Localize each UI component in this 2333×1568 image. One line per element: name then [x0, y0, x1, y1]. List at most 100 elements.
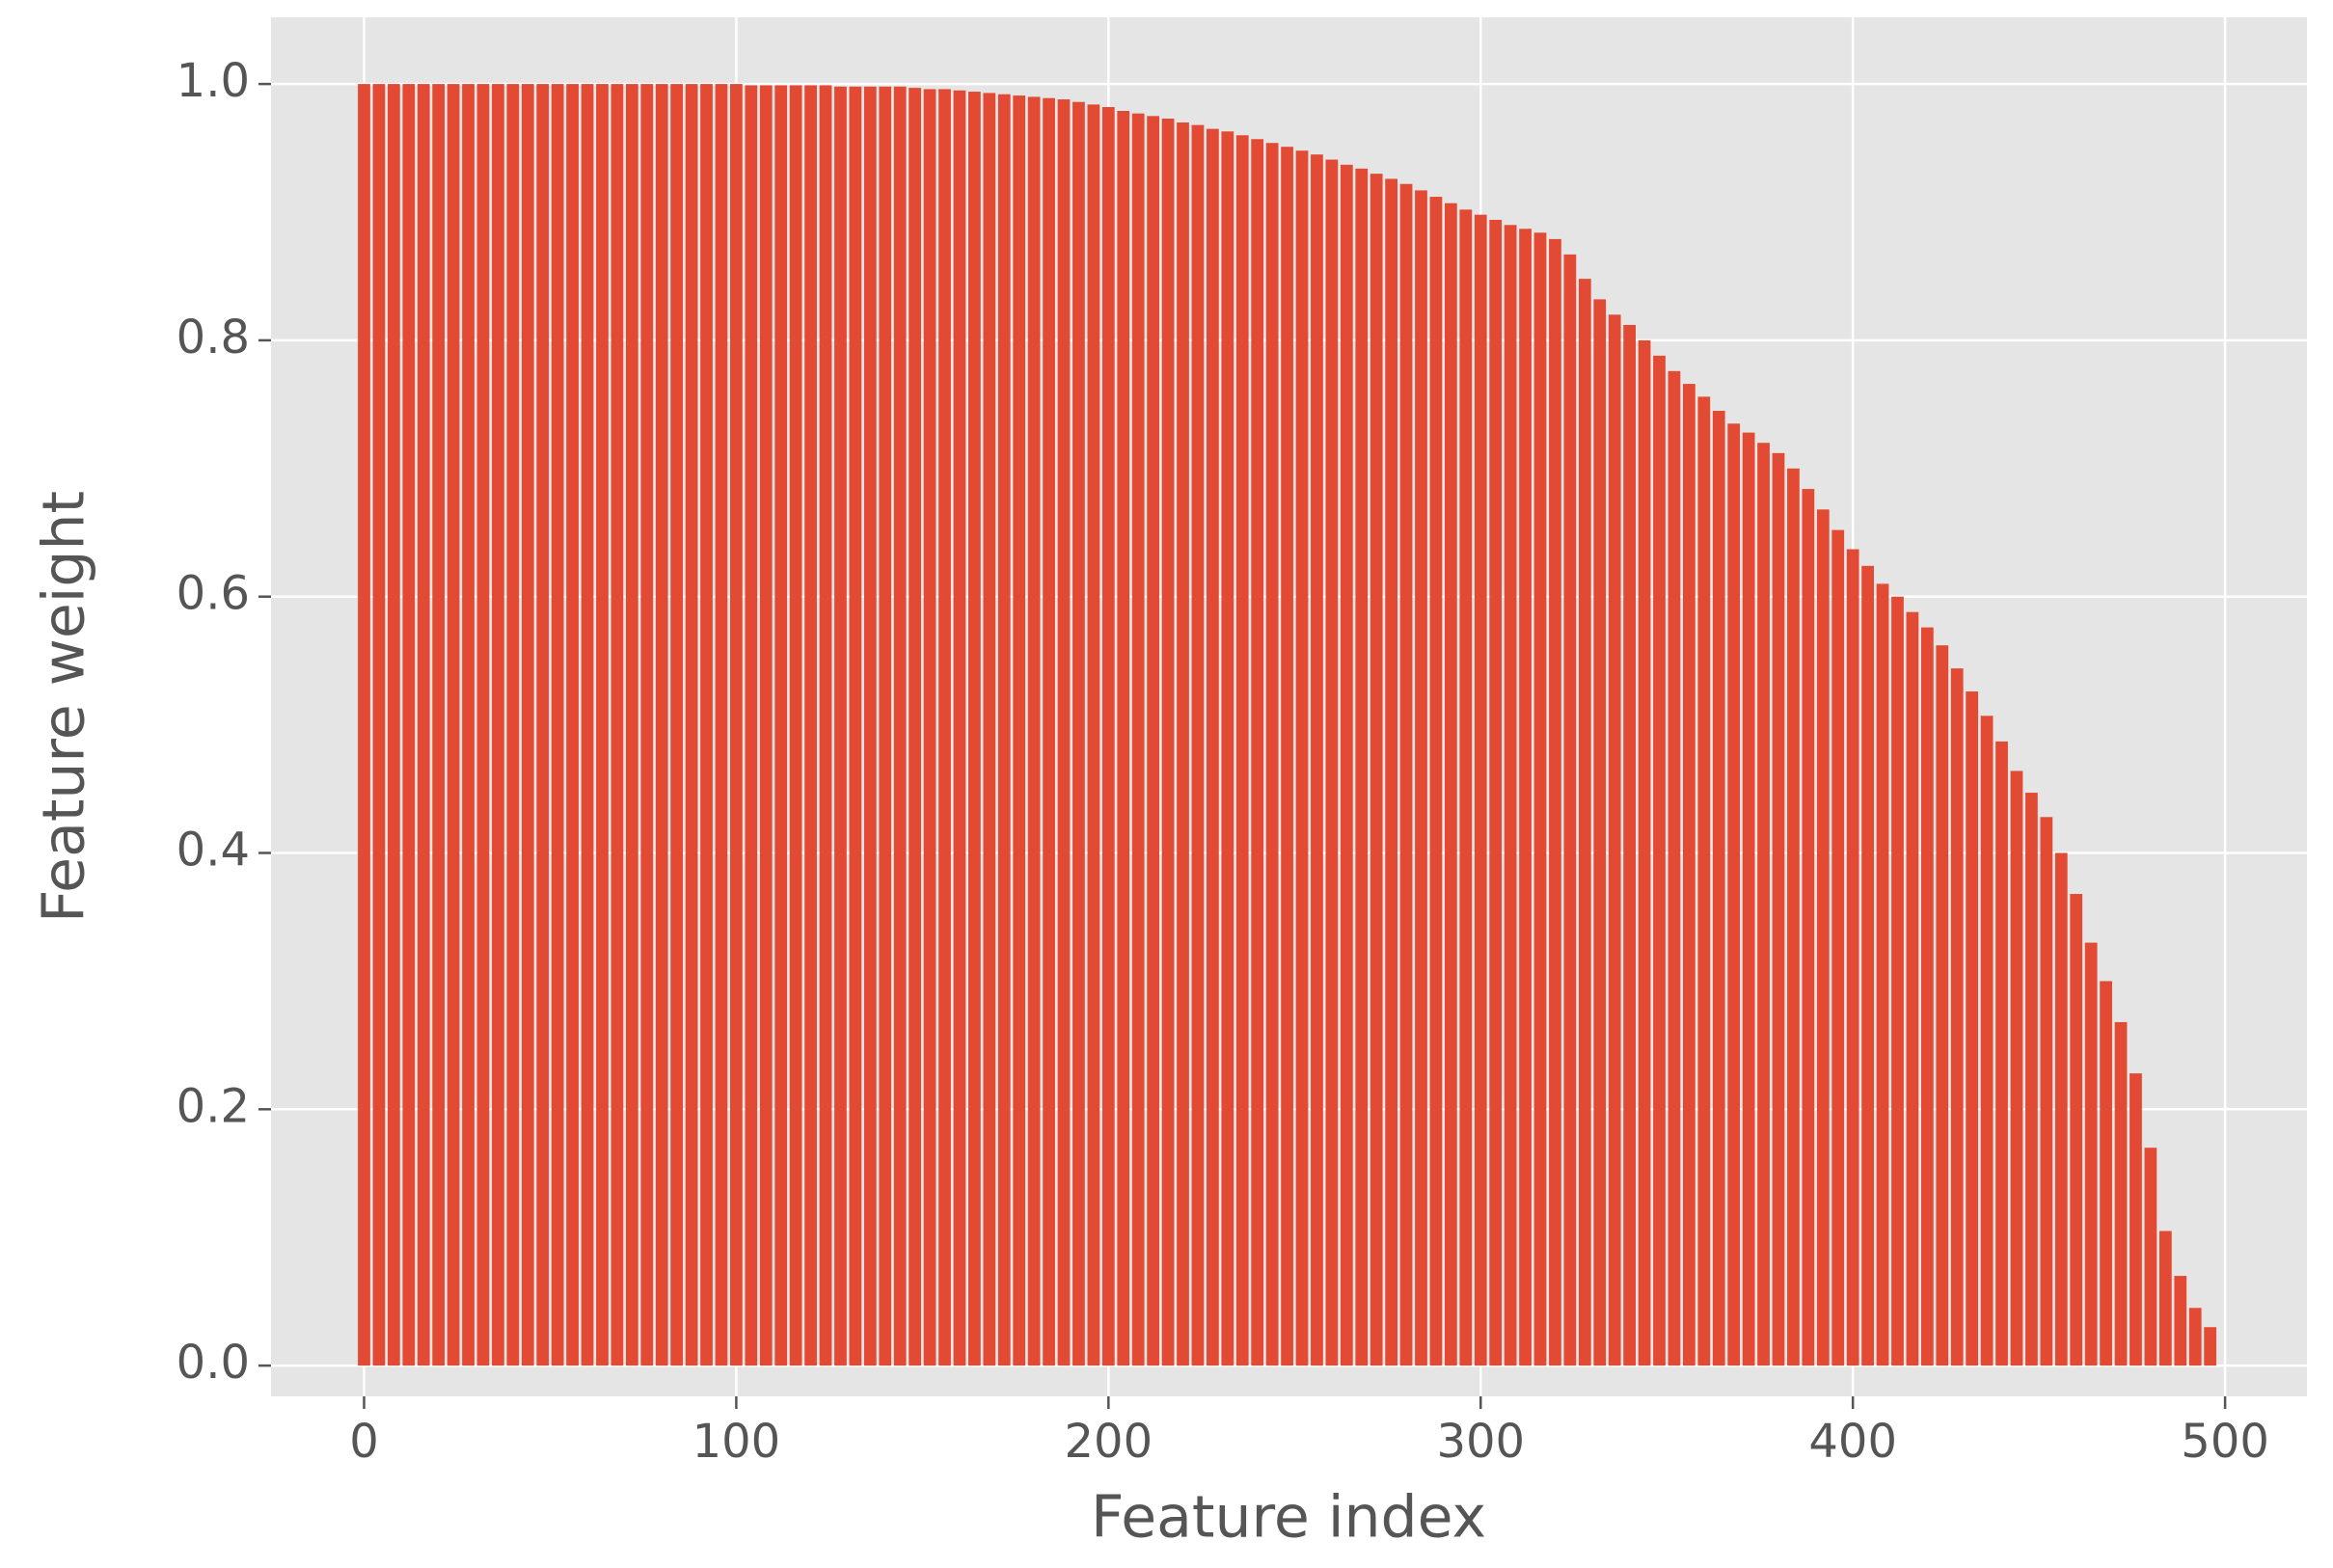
bar	[700, 84, 713, 1366]
bar	[1251, 139, 1264, 1366]
bar	[1265, 143, 1279, 1366]
bar	[1563, 254, 1577, 1366]
bar	[655, 84, 668, 1366]
bar	[1325, 159, 1339, 1366]
bar	[2040, 817, 2053, 1366]
bar	[1027, 96, 1041, 1366]
bar	[1861, 565, 1874, 1366]
bar	[893, 86, 907, 1366]
x-tick-label: 200	[1065, 1415, 1153, 1469]
bar	[1846, 549, 1859, 1366]
bar	[1995, 741, 2008, 1366]
bar	[2204, 1327, 2217, 1366]
x-tick-label: 400	[1808, 1415, 1897, 1469]
bar	[1876, 583, 1889, 1366]
y-tick-label: 0.4	[176, 824, 250, 878]
bar	[2054, 852, 2068, 1366]
bar	[1831, 529, 1845, 1366]
bar	[789, 85, 802, 1366]
bar	[1221, 131, 1234, 1366]
bar	[1787, 468, 1800, 1366]
bar	[1653, 355, 1666, 1366]
bar	[879, 86, 892, 1366]
bar	[685, 84, 698, 1366]
bar	[1966, 691, 1979, 1366]
bar	[1742, 432, 1755, 1366]
bar	[521, 84, 534, 1366]
bar	[759, 85, 773, 1366]
bar	[2144, 1148, 2157, 1366]
bar	[1445, 203, 1457, 1366]
bar	[1891, 596, 1904, 1366]
x-tick-label: 0	[349, 1415, 379, 1469]
bar	[417, 84, 430, 1366]
y-tick-label: 1.0	[176, 54, 250, 108]
bar	[834, 86, 847, 1366]
bar	[1549, 238, 1561, 1366]
bar	[536, 84, 550, 1366]
bar	[358, 84, 370, 1366]
bar	[1177, 122, 1189, 1366]
bar	[909, 88, 922, 1366]
x-tick-label: 300	[1436, 1415, 1525, 1469]
bar	[1682, 384, 1695, 1366]
y-axis-label: Feature weight	[31, 491, 98, 923]
bar	[596, 84, 609, 1366]
bar	[997, 94, 1011, 1366]
bar	[1072, 101, 1085, 1366]
bar	[938, 89, 951, 1366]
bar	[625, 84, 638, 1366]
bar	[1936, 645, 1949, 1366]
bar	[2084, 942, 2098, 1366]
bar	[1816, 509, 1830, 1366]
bar	[1519, 229, 1532, 1366]
bar	[2188, 1308, 2202, 1366]
bar	[774, 85, 788, 1366]
bar	[610, 84, 624, 1366]
bar	[447, 84, 460, 1366]
bar	[1980, 716, 1994, 1366]
y-tick-label: 0.2	[176, 1079, 250, 1133]
bar	[1399, 183, 1413, 1366]
bar	[2025, 793, 2038, 1366]
bar	[1504, 225, 1517, 1366]
bar	[2130, 1073, 2142, 1366]
bar	[1727, 423, 1741, 1366]
bar	[1593, 299, 1607, 1366]
bar	[1235, 135, 1249, 1366]
bar	[492, 84, 504, 1366]
bar	[968, 92, 981, 1366]
bar	[1474, 214, 1487, 1366]
bar	[402, 84, 416, 1366]
bar	[1757, 443, 1770, 1366]
bar	[745, 85, 758, 1366]
bar	[581, 84, 594, 1366]
x-tick-label: 100	[692, 1415, 781, 1469]
bar	[1281, 147, 1293, 1366]
bar	[1311, 154, 1323, 1366]
bar	[1668, 370, 1681, 1366]
bar	[1117, 111, 1130, 1366]
bar	[1638, 339, 1651, 1366]
bar	[1489, 219, 1503, 1366]
y-tick-label: 0.8	[176, 311, 250, 365]
bar	[1578, 279, 1591, 1366]
x-axis-label: Feature index	[1091, 1484, 1486, 1552]
bar	[1057, 99, 1071, 1366]
bar	[1906, 611, 1919, 1366]
bar	[1147, 116, 1160, 1366]
bar	[863, 86, 877, 1366]
bar	[1101, 107, 1115, 1366]
bar	[1131, 113, 1145, 1366]
bar	[2010, 770, 2023, 1366]
bar	[1370, 174, 1383, 1366]
bar	[730, 84, 743, 1366]
bar	[1161, 118, 1175, 1366]
bar	[432, 84, 446, 1366]
bar	[1533, 232, 1547, 1366]
bar	[819, 85, 832, 1366]
bar	[462, 84, 475, 1366]
bar	[1013, 95, 1026, 1366]
bar	[2114, 1021, 2128, 1366]
